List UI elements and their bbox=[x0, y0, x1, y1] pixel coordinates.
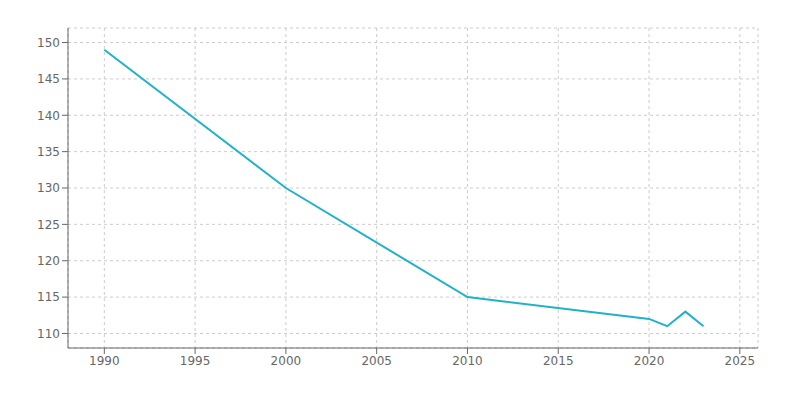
svg-text:2010: 2010 bbox=[452, 354, 483, 368]
svg-text:140: 140 bbox=[37, 109, 60, 123]
svg-text:125: 125 bbox=[37, 218, 60, 232]
svg-text:145: 145 bbox=[37, 72, 60, 86]
svg-text:110: 110 bbox=[37, 327, 60, 341]
svg-text:130: 130 bbox=[37, 181, 60, 195]
svg-text:115: 115 bbox=[37, 290, 60, 304]
svg-text:1990: 1990 bbox=[89, 354, 120, 368]
svg-text:2000: 2000 bbox=[271, 354, 302, 368]
svg-text:2020: 2020 bbox=[634, 354, 665, 368]
svg-text:2025: 2025 bbox=[725, 354, 756, 368]
svg-text:2005: 2005 bbox=[361, 354, 392, 368]
svg-text:120: 120 bbox=[37, 254, 60, 268]
svg-text:135: 135 bbox=[37, 145, 60, 159]
svg-text:150: 150 bbox=[37, 36, 60, 50]
svg-text:2015: 2015 bbox=[543, 354, 574, 368]
svg-text:1995: 1995 bbox=[180, 354, 211, 368]
